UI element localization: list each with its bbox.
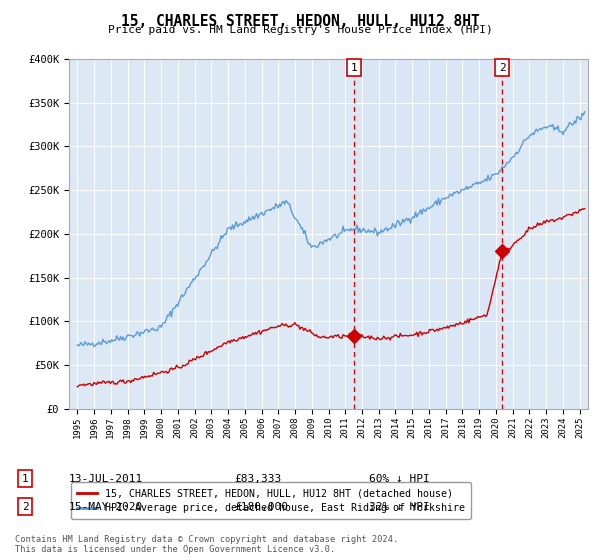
Bar bbox=[354, 59, 502, 409]
Legend: 15, CHARLES STREET, HEDON, HULL, HU12 8HT (detached house), HPI: Average price, : 15, CHARLES STREET, HEDON, HULL, HU12 8H… bbox=[71, 482, 472, 519]
Text: 32% ↓ HPI: 32% ↓ HPI bbox=[369, 502, 430, 512]
Text: 15-MAY-2020: 15-MAY-2020 bbox=[69, 502, 143, 512]
Text: 13-JUL-2011: 13-JUL-2011 bbox=[69, 474, 143, 484]
Text: £180,000: £180,000 bbox=[234, 502, 288, 512]
Text: 15, CHARLES STREET, HEDON, HULL, HU12 8HT: 15, CHARLES STREET, HEDON, HULL, HU12 8H… bbox=[121, 14, 479, 29]
Text: 1: 1 bbox=[22, 474, 29, 484]
Text: 60% ↓ HPI: 60% ↓ HPI bbox=[369, 474, 430, 484]
Text: 1: 1 bbox=[351, 63, 358, 73]
Text: 2: 2 bbox=[22, 502, 29, 512]
Text: Price paid vs. HM Land Registry's House Price Index (HPI): Price paid vs. HM Land Registry's House … bbox=[107, 25, 493, 35]
Text: £83,333: £83,333 bbox=[234, 474, 281, 484]
Text: Contains HM Land Registry data © Crown copyright and database right 2024.
This d: Contains HM Land Registry data © Crown c… bbox=[15, 535, 398, 554]
Text: 2: 2 bbox=[499, 63, 505, 73]
